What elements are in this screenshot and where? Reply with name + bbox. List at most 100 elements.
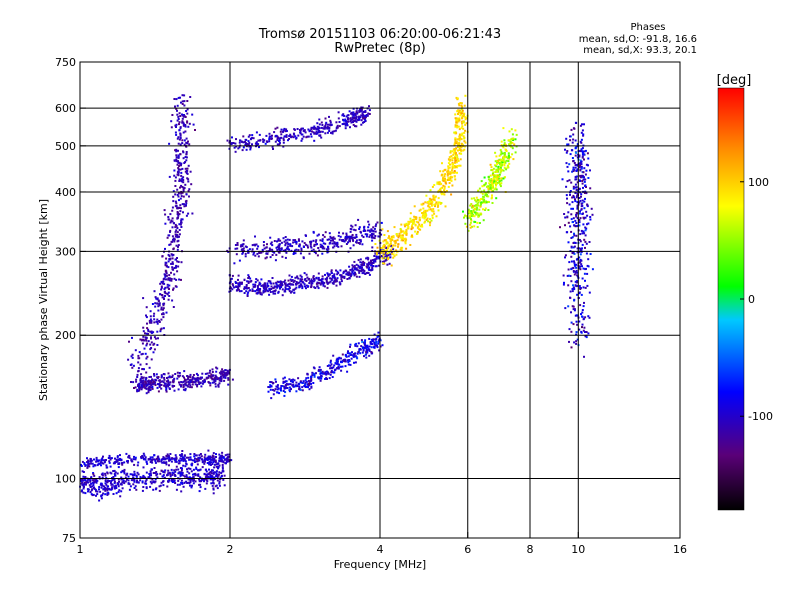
data-point xyxy=(383,234,386,236)
data-point xyxy=(171,226,174,229)
data-point xyxy=(241,245,244,247)
data-point xyxy=(297,277,300,280)
data-point xyxy=(143,454,146,457)
data-point xyxy=(186,482,189,484)
data-point xyxy=(80,465,83,467)
data-point xyxy=(349,268,352,271)
data-point xyxy=(227,378,230,381)
data-point xyxy=(293,128,296,131)
data-point xyxy=(323,281,326,284)
data-point xyxy=(494,151,497,154)
data-point xyxy=(183,459,186,462)
data-point xyxy=(242,247,245,250)
data-point xyxy=(458,147,461,150)
data-point xyxy=(470,206,473,209)
data-point xyxy=(495,168,498,171)
data-point xyxy=(400,246,403,249)
data-point xyxy=(218,473,221,476)
data-point xyxy=(399,248,402,251)
data-point xyxy=(180,171,183,174)
data-point xyxy=(361,351,364,354)
data-point xyxy=(349,363,352,366)
data-point xyxy=(142,452,145,455)
data-point xyxy=(470,197,473,200)
data-point xyxy=(182,388,185,391)
data-point xyxy=(396,239,399,242)
data-point xyxy=(461,122,463,125)
data-point xyxy=(226,139,229,142)
data-point xyxy=(144,456,147,459)
y-tick-label: 600 xyxy=(55,102,76,115)
data-point xyxy=(449,172,451,175)
data-point xyxy=(431,185,434,188)
data-point xyxy=(276,391,279,394)
data-point xyxy=(247,143,250,146)
data-point xyxy=(500,169,503,172)
data-point xyxy=(508,139,511,142)
data-point xyxy=(492,190,495,193)
data-point xyxy=(368,223,371,226)
data-point xyxy=(310,128,313,131)
data-point xyxy=(573,245,576,248)
data-point xyxy=(271,145,274,148)
data-point xyxy=(295,286,298,289)
data-point xyxy=(325,248,328,251)
data-point xyxy=(262,244,265,247)
data-point xyxy=(386,230,389,233)
data-point xyxy=(99,490,102,493)
data-point xyxy=(163,476,166,479)
data-point xyxy=(358,275,361,278)
data-point xyxy=(312,131,315,134)
data-point xyxy=(177,168,180,171)
data-point xyxy=(574,198,576,201)
data-point xyxy=(162,456,165,459)
data-point xyxy=(567,211,570,214)
data-point xyxy=(478,199,481,202)
data-point xyxy=(307,386,309,389)
data-point xyxy=(470,210,473,212)
data-point xyxy=(329,367,332,370)
data-point xyxy=(333,274,336,277)
data-point xyxy=(349,240,351,243)
data-point xyxy=(256,279,259,282)
data-point xyxy=(144,332,146,335)
data-point xyxy=(472,214,475,217)
data-point xyxy=(515,133,518,136)
data-point xyxy=(368,235,371,238)
data-point xyxy=(357,259,360,262)
data-point xyxy=(142,338,145,341)
data-point xyxy=(186,167,189,170)
data-point xyxy=(98,476,101,479)
data-point xyxy=(361,269,364,272)
data-point xyxy=(429,200,432,203)
data-point xyxy=(180,226,183,228)
data-point xyxy=(565,137,568,140)
data-point xyxy=(294,249,296,252)
data-point xyxy=(571,157,574,159)
data-point xyxy=(185,151,188,153)
data-point xyxy=(371,266,374,269)
data-point xyxy=(163,373,166,376)
data-point xyxy=(336,358,339,361)
data-point xyxy=(297,238,300,241)
data-point xyxy=(104,486,106,489)
data-point xyxy=(372,261,375,264)
data-point xyxy=(184,389,187,392)
data-point xyxy=(570,280,573,283)
data-point xyxy=(430,198,433,201)
data-point xyxy=(247,282,250,284)
data-point xyxy=(424,216,427,219)
data-point xyxy=(83,481,86,484)
data-point xyxy=(257,139,260,142)
data-point xyxy=(211,463,214,465)
data-point xyxy=(164,264,167,267)
data-point xyxy=(295,281,298,283)
data-point xyxy=(103,485,105,488)
data-point xyxy=(179,186,181,189)
data-point xyxy=(375,255,378,258)
data-point xyxy=(375,253,378,256)
data-point xyxy=(161,294,164,296)
data-point xyxy=(389,244,392,247)
data-point xyxy=(282,137,285,140)
data-point xyxy=(166,485,169,488)
